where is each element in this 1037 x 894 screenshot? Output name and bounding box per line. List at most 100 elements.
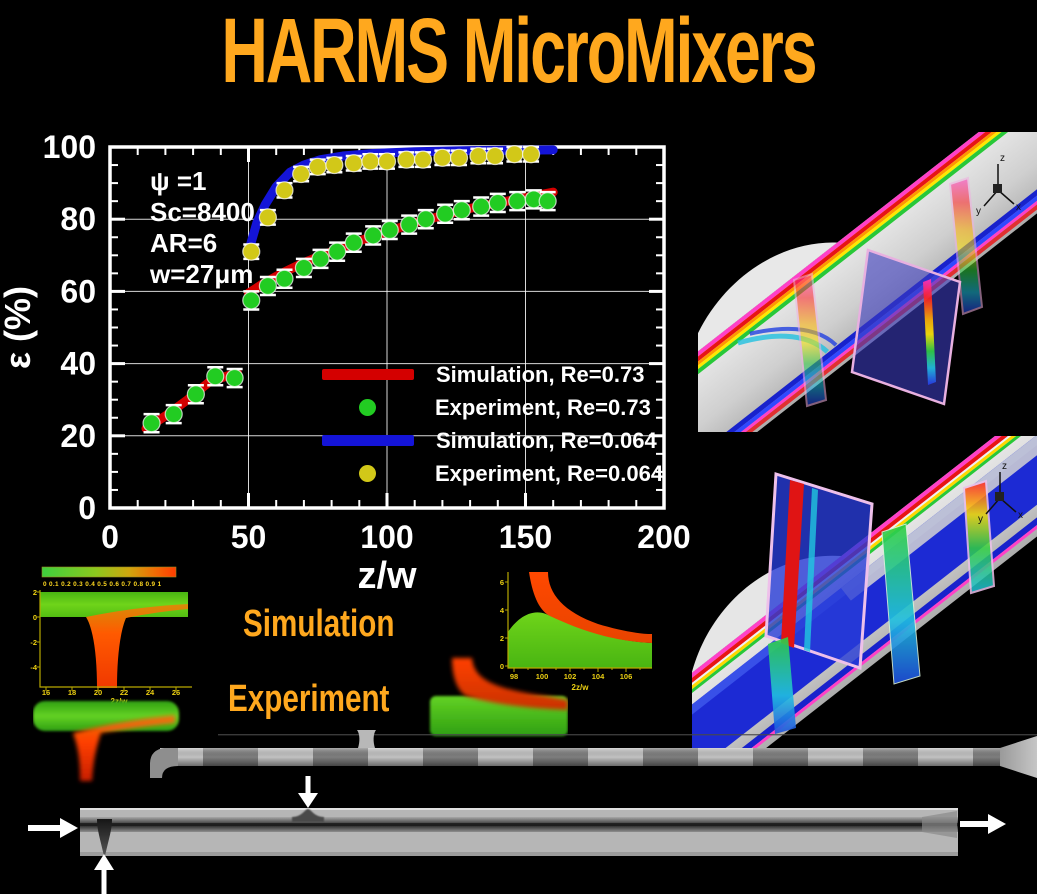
- red-stream: [452, 658, 568, 710]
- red-stream-stripe: [781, 480, 804, 648]
- mini-x-axis-title: 2z/w: [572, 683, 590, 692]
- data-point: [142, 414, 161, 433]
- channel-micrograph-bottom: [80, 808, 958, 856]
- colorbar: [41, 566, 177, 578]
- data-point: [242, 291, 261, 310]
- data-point: [377, 152, 397, 171]
- mini-x-tick-label: 100: [536, 672, 549, 681]
- mini-x-tick-label: 98: [510, 672, 518, 681]
- cyan-stream-stripe: [804, 488, 818, 652]
- chart-annotation: ψ =1: [150, 166, 206, 196]
- data-point: [380, 220, 399, 240]
- data-point: [294, 258, 313, 278]
- y-axis-title: ε (%): [0, 286, 38, 369]
- mini-axes: [39, 590, 192, 688]
- y-tick-label: 0: [78, 490, 96, 526]
- micromixer-3d-render-top: z x y: [698, 132, 1037, 432]
- data-point: [488, 193, 507, 213]
- mini-y-tick-label: 4: [500, 606, 505, 615]
- mini-x-tick-label: 24: [146, 688, 155, 697]
- mini-y-tick-label: 6: [500, 578, 504, 587]
- mini-x-tick-label: 20: [94, 688, 102, 697]
- cross-section-slice: [962, 479, 996, 595]
- mini-x-tick-label: 102: [564, 672, 577, 681]
- x-tick-label: 150: [499, 519, 552, 555]
- mixing-efficiency-chart: 0 50 100 150 200 0 20 40 60 80 100 z/w ε (%) ψ =1 Sc=8…: [0, 118, 700, 618]
- legend-line-swatch: [322, 435, 414, 446]
- data-point: [225, 368, 244, 388]
- data-point: [508, 192, 527, 211]
- data-point: [292, 164, 311, 184]
- mini-y-tick-label: -2: [30, 638, 37, 647]
- data-point: [364, 226, 383, 245]
- channel-edge-line: [218, 734, 1037, 736]
- mini-x-tick-label: 26: [172, 688, 180, 697]
- mini-tick-marks: [505, 581, 641, 672]
- mini-y-tick-label: -4: [30, 663, 37, 672]
- y-tick-label: 20: [60, 418, 96, 454]
- mini-sim-plot-first-turn: 0 0.1 0.2 0.3 0.4 0.5 0.6 0.7 0.8 0.9 1 …: [30, 566, 192, 706]
- channel-outlet-flare: [922, 811, 957, 838]
- legend-item: Experiment, Re=0.73: [322, 391, 663, 424]
- flow-arrow-up-icon: [94, 854, 114, 894]
- channel-inlet-stem: [357, 730, 376, 748]
- y-tick-label: 40: [60, 346, 96, 382]
- y-tick-label: 80: [60, 201, 96, 237]
- mini-axes: [507, 572, 652, 669]
- mini-y-tick-label: 0: [33, 613, 37, 622]
- series-line: [244, 187, 558, 298]
- cross-section-slice: [768, 637, 796, 734]
- micromixer-3d-render-bottom: z x y: [692, 436, 1037, 761]
- channel-inlet-teardrop: [97, 819, 112, 856]
- mini-x-tick-label: 16: [42, 688, 50, 697]
- poster-title: HARMS MicroMixers: [0, 0, 1037, 102]
- poster-title-text: HARMS MicroMixers: [221, 0, 817, 102]
- legend-label: Experiment, Re=0.064: [435, 460, 664, 486]
- mini-tick-labels: 6 4 2 0 98 100 102 104 106: [500, 578, 632, 681]
- mixing-streamline: [749, 326, 838, 347]
- legend-label: Simulation, Re=0.064: [436, 427, 657, 453]
- mini-tick-marks: [37, 591, 177, 691]
- data-point: [472, 197, 491, 216]
- data-point: [521, 145, 541, 164]
- data-point: [275, 181, 294, 200]
- data-point: [361, 152, 380, 171]
- data-point: [242, 242, 261, 261]
- green-stream: [508, 612, 652, 668]
- data-point: [433, 148, 452, 167]
- experiment-image-second-turn: [430, 658, 568, 736]
- data-point: [344, 233, 363, 252]
- channel-micrograph-top: [150, 730, 1037, 778]
- legend-item: Simulation, Re=0.73: [322, 358, 663, 391]
- legend-item: Experiment, Re=0.064: [322, 457, 663, 490]
- channel-outlet-flare: [1000, 736, 1037, 778]
- flow-arrow-down-icon: [298, 776, 318, 808]
- data-point: [436, 204, 455, 223]
- data-point: [505, 145, 524, 164]
- axis-label-x: x: [1016, 202, 1021, 213]
- data-point: [328, 242, 347, 261]
- chart-legend: Simulation, Re=0.73 Experiment, Re=0.73 Si…: [322, 358, 663, 490]
- mini-y-tick-label: 0: [500, 662, 504, 671]
- chart-annotation: w=27μm: [149, 259, 253, 289]
- orange-stream: [86, 604, 188, 688]
- cross-section-slice: [792, 272, 828, 408]
- data-point: [325, 155, 344, 175]
- axis-label-y: y: [978, 514, 983, 525]
- cross-section-slice: [923, 279, 936, 385]
- channel-inlet-bump: [292, 809, 324, 822]
- x-tick-label: 100: [360, 519, 413, 555]
- data-point: [469, 146, 488, 166]
- legend-dot-swatch: [359, 465, 376, 482]
- legend-line-swatch: [322, 369, 414, 380]
- mini-tick-labels: 20-2-416 18 20 22 24 26: [30, 588, 180, 697]
- x-tick-label: 200: [637, 519, 690, 555]
- mini-x-tick-label: 22: [120, 688, 128, 697]
- plot-border: [108, 145, 666, 510]
- mini-x-tick-label: 104: [592, 672, 605, 681]
- x-tick-label: 50: [231, 519, 267, 555]
- channel-inlet-elbow: [150, 748, 178, 778]
